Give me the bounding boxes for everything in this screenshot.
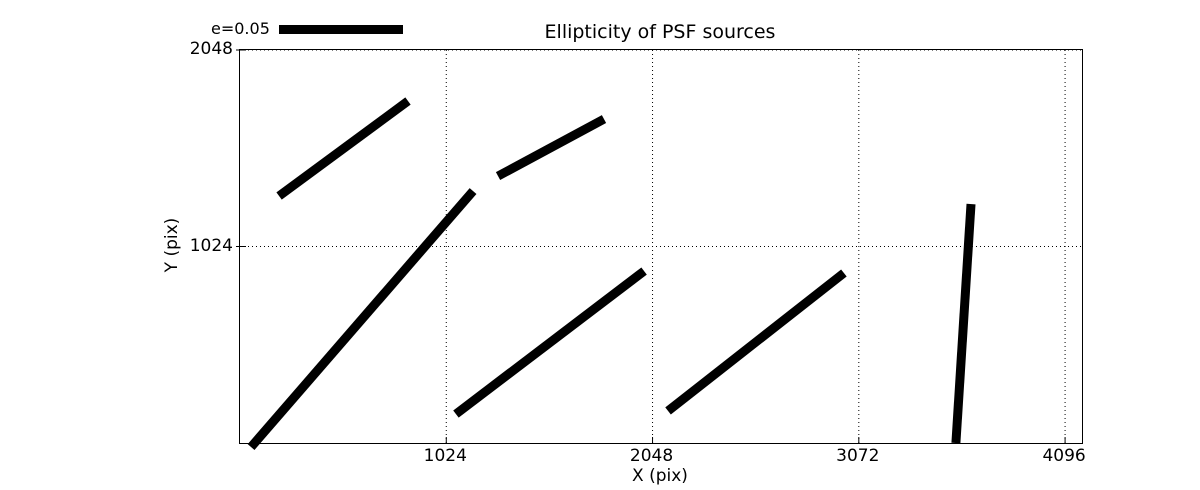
- x-tick-label: 1024: [423, 446, 467, 466]
- legend-scale-bar: [278, 24, 403, 34]
- psf-ellipticity-segment: [951, 203, 976, 444]
- legend: e=0.05: [211, 20, 403, 38]
- x-tick-label: 2048: [629, 446, 674, 466]
- psf-ellipticity-segment: [665, 269, 847, 415]
- y-tick-label: 2048: [189, 39, 233, 59]
- x-tick-label: 3072: [836, 446, 880, 466]
- x-tick-label: 4096: [1042, 446, 1086, 466]
- plot-svg: [236, 49, 1082, 450]
- psf-ellipticity-segment: [453, 267, 647, 418]
- psf-ellipticity-segment: [495, 115, 607, 181]
- x-axis-label: X (pix): [632, 466, 688, 486]
- legend-label: e=0.05: [211, 19, 270, 38]
- psf-ellipticity-segment: [247, 188, 477, 450]
- y-tick-label: 1024: [189, 235, 233, 256]
- chart-title: Ellipticity of PSF sources: [544, 21, 776, 43]
- psf-ellipticity-segment: [276, 97, 411, 200]
- plot-area: [236, 49, 1083, 450]
